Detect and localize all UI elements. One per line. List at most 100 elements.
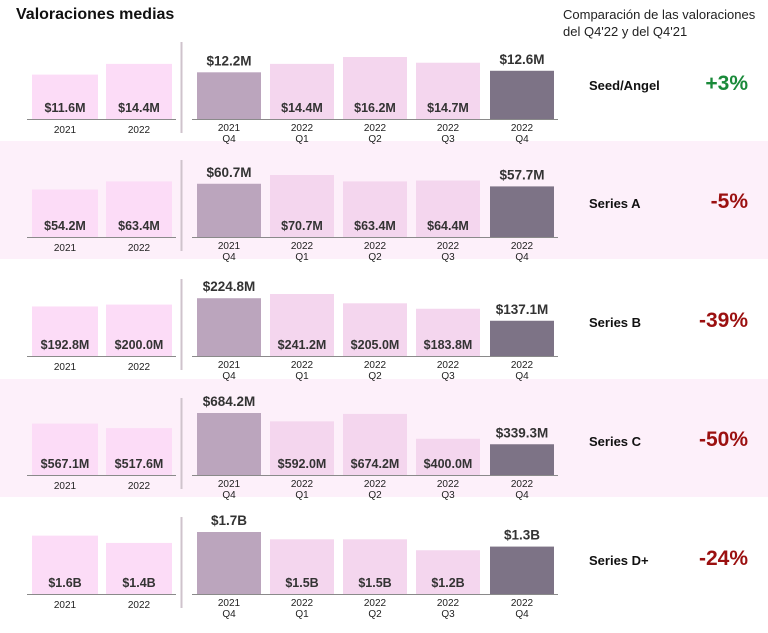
quarter-value-label: $241.2M [278,338,327,352]
change-percent: -24% [698,547,748,570]
quarter-tick-year: 2022 [364,360,387,371]
quarter-bar [343,181,407,237]
quarter-tick-quarter: Q2 [368,490,382,501]
quarter-tick-year: 2022 [511,479,534,490]
quarter-tick-year: 2022 [291,241,314,252]
annual-tick-label: 2022 [128,600,151,611]
quarter-value-label: $70.7M [281,219,323,233]
quarter-tick-quarter: Q2 [368,134,382,145]
quarter-tick-quarter: Q4 [222,134,236,145]
quarter-tick-quarter: Q1 [295,609,309,620]
quarter-tick-year: 2021 [218,360,241,371]
quarter-tick-quarter: Q1 [295,134,309,145]
quarter-bar [343,413,407,475]
page-title: Valoraciones medias [16,6,175,23]
quarter-tick-year: 2022 [437,598,460,609]
stage-label: Series B [589,315,642,330]
quarter-bar [197,72,261,119]
quarter-bar [343,57,407,119]
annual-tick-label: 2021 [54,600,77,611]
quarter-bar [416,180,480,237]
quarter-tick-year: 2022 [511,123,534,134]
annual-tick-label: 2022 [128,243,151,254]
quarter-value-label: $684.2M [203,394,256,409]
quarter-tick-quarter: Q3 [441,252,455,263]
quarter-tick-year: 2022 [511,598,534,609]
stage-label: Series C [589,434,642,449]
quarter-tick-quarter: Q4 [222,609,236,620]
quarter-tick-year: 2022 [364,479,387,490]
quarter-tick-quarter: Q3 [441,609,455,620]
quarter-tick-quarter: Q4 [222,252,236,263]
quarter-tick-year: 2022 [364,123,387,134]
annual-bar [32,535,98,594]
annual-bar [106,304,172,356]
quarter-value-label: $63.4M [354,219,396,233]
quarter-bar [343,303,407,356]
quarter-tick-quarter: Q1 [295,490,309,501]
quarter-tick-quarter: Q3 [441,490,455,501]
quarter-value-label: $224.8M [203,279,256,294]
annual-tick-label: 2021 [54,362,77,373]
quarter-bar [490,186,554,237]
annual-bar [106,181,172,237]
quarter-value-label: $137.1M [496,302,549,317]
annual-bar [106,542,172,594]
quarter-tick-year: 2022 [364,241,387,252]
quarter-tick-quarter: Q4 [515,609,529,620]
quarter-value-label: $14.4M [281,101,323,115]
stage-label: Series A [589,196,641,211]
annual-bar [32,74,98,119]
quarter-value-label: $12.6M [499,52,544,67]
stage-label: Seed/Angel [589,78,660,93]
quarter-value-label: $16.2M [354,101,396,115]
quarter-tick-quarter: Q1 [295,252,309,263]
quarter-tick-year: 2022 [291,123,314,134]
annual-tick-label: 2021 [54,243,77,254]
quarter-tick-quarter: Q3 [441,134,455,145]
quarter-tick-year: 2022 [437,123,460,134]
quarter-value-label: $1.7B [211,513,247,528]
annual-bar [32,306,98,356]
quarter-bar [197,183,261,237]
quarter-tick-quarter: Q4 [515,134,529,145]
annual-tick-label: 2021 [54,125,77,136]
annual-bar [106,428,172,475]
quarter-tick-year: 2022 [437,360,460,371]
quarter-tick-year: 2022 [437,241,460,252]
quarter-tick-year: 2022 [291,360,314,371]
quarter-tick-quarter: Q4 [222,490,236,501]
quarter-bar [197,413,261,475]
annual-bar [32,189,98,237]
quarter-bar [270,294,334,356]
quarter-tick-quarter: Q1 [295,371,309,382]
annual-value-label: $14.4M [118,101,160,115]
quarter-tick-year: 2021 [218,479,241,490]
quarter-tick-year: 2022 [511,360,534,371]
quarter-bar [416,308,480,356]
quarter-value-label: $183.8M [424,338,473,352]
quarter-bar [270,539,334,594]
annual-value-label: $517.6M [115,457,164,471]
quarter-bar [197,298,261,356]
annual-bar [32,423,98,475]
quarter-value-label: $1.5B [358,576,391,590]
quarter-value-label: $1.5B [285,576,318,590]
annual-value-label: $54.2M [44,219,86,233]
comparison-title: Comparación de las valoraciones del Q4'2… [563,7,756,39]
annual-tick-label: 2022 [128,125,151,136]
quarter-tick-year: 2021 [218,598,241,609]
quarter-bar [416,550,480,594]
quarter-bar [270,175,334,237]
quarter-tick-year: 2022 [437,479,460,490]
quarter-value-label: $60.7M [206,165,251,180]
quarter-tick-year: 2021 [218,241,241,252]
annual-value-label: $200.0M [115,338,164,352]
quarter-tick-year: 2022 [511,241,534,252]
annual-value-label: $192.8M [41,338,90,352]
quarter-tick-year: 2022 [364,598,387,609]
quarter-value-label: $1.2B [431,576,464,590]
quarter-value-label: $14.7M [427,101,469,115]
quarter-tick-quarter: Q4 [222,371,236,382]
